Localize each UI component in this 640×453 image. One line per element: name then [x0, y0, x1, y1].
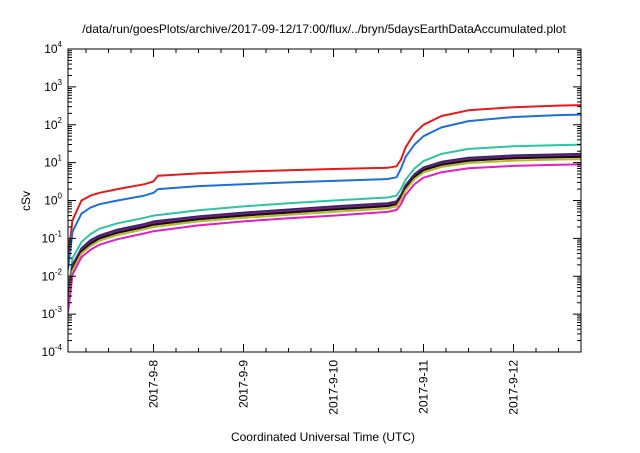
- x-axis-label: Coordinated Universal Time (UTC): [231, 430, 415, 444]
- x-tick-label: 2017-9-12: [507, 360, 521, 415]
- y-tick-label: 10-2: [42, 267, 63, 283]
- y-tick-label: 100: [44, 192, 62, 208]
- y-tick-label: 104: [44, 40, 62, 56]
- y-tick-label: 101: [44, 154, 62, 170]
- x-tick-label: 2017-9-9: [237, 360, 251, 408]
- series-line-3: [68, 143, 581, 297]
- series-line-6: [68, 155, 581, 307]
- series-layer: [68, 104, 581, 313]
- series-line-5: [68, 154, 581, 305]
- series-line-7: [68, 158, 581, 309]
- y-tick-label: 102: [44, 116, 62, 132]
- y-axis-label: cSv: [19, 191, 33, 211]
- x-tick-label: 2017-9-8: [147, 360, 161, 408]
- y-tick-label: 10-3: [42, 305, 63, 321]
- series-line-4: [68, 152, 581, 303]
- chart-title: /data/run/goesPlots/archive/2017-09-12/1…: [82, 22, 566, 36]
- series-line-2: [68, 113, 581, 270]
- x-tick-label: 2017-9-11: [417, 360, 431, 414]
- y-tick-label: 103: [44, 78, 62, 94]
- y-axis: 10-4 10-3 10-2 10-1 100 101 102 103 104: [42, 40, 581, 359]
- series-line-8: [68, 163, 581, 313]
- y-tick-label: 10-1: [42, 229, 63, 245]
- y-tick-label: 10-4: [42, 343, 63, 359]
- x-axis: 2017-9-8 2017-9-9 2017-9-10 2017-9-11 2017-9…: [85, 49, 582, 415]
- series-line-1: [68, 104, 581, 259]
- x-tick-label: 2017-9-10: [327, 360, 341, 415]
